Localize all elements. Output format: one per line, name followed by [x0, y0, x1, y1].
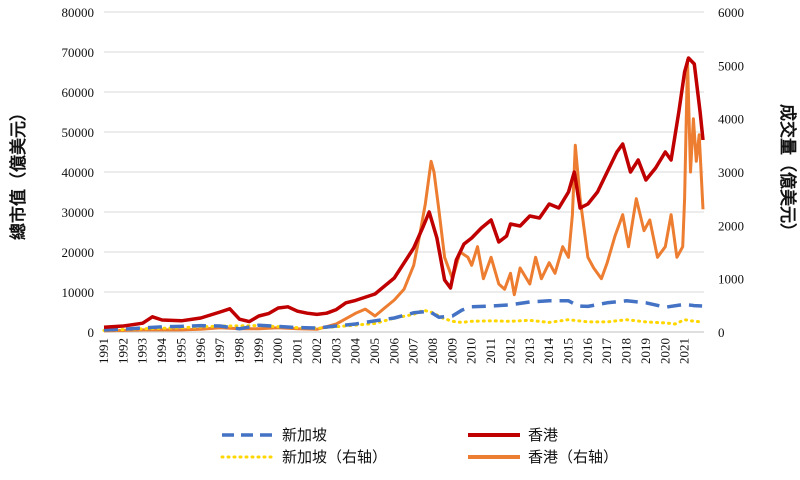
y-tick-label-left: 20000 [62, 245, 95, 260]
y-tick-label-right: 0 [718, 325, 725, 340]
y-tick-label-right: 1000 [718, 272, 744, 287]
y-tick-label-left: 0 [88, 325, 95, 340]
y-tick-label-right: 5000 [718, 58, 744, 73]
y-tick-label-left: 80000 [62, 5, 95, 20]
x-tick-label: 2019 [638, 338, 653, 364]
y-tick-label-right: 3000 [718, 165, 744, 180]
x-tick-label: 2006 [386, 338, 401, 365]
x-tick-label: 2005 [367, 338, 382, 364]
x-tick-label: 2008 [425, 338, 440, 364]
y-tick-label-left: 30000 [62, 205, 95, 220]
x-tick-label: 2014 [541, 338, 556, 365]
x-tick-label: 2000 [270, 338, 285, 364]
x-tick-label: 2013 [522, 338, 537, 364]
y-tick-label-right: 2000 [718, 218, 744, 233]
x-tick-label: 1991 [96, 338, 111, 364]
legend-label-2: 新加坡（右轴） [282, 448, 387, 466]
x-tick-label: 2004 [348, 338, 363, 365]
x-tick-label: 1996 [193, 338, 208, 365]
y-tick-label-left: 40000 [62, 165, 95, 180]
tick-labels: 0100002000030000400005000060000700008000… [62, 5, 745, 364]
y-tick-label-left: 70000 [62, 45, 95, 60]
x-tick-label: 1999 [251, 338, 266, 364]
x-tick-label: 2017 [599, 338, 614, 365]
y-tick-label-left: 60000 [62, 85, 95, 100]
x-tick-label: 1995 [173, 338, 188, 364]
x-tick-label: 1998 [231, 338, 246, 364]
x-tick-label: 2016 [580, 338, 595, 365]
x-tick-label: 2020 [657, 338, 672, 364]
y-tick-label-left: 10000 [62, 285, 95, 300]
x-tick-label: 2003 [328, 338, 343, 364]
x-tick-label: 1997 [212, 338, 227, 365]
series-line-3 [103, 58, 705, 333]
x-tick-label: 2011 [483, 338, 498, 364]
gridlines [104, 11, 704, 293]
x-tick-label: 2001 [290, 338, 305, 364]
x-tick-label: 2021 [677, 338, 692, 364]
series-layer [102, 56, 705, 333]
x-tick-label: 2015 [561, 338, 576, 364]
x-tick-label: 2009 [444, 338, 459, 364]
x-tick-label: 2002 [309, 338, 324, 364]
x-tick-label: 2012 [502, 338, 517, 364]
x-tick-label: 1993 [135, 338, 150, 364]
y-axis-title-right: 成交量（億美元） [777, 104, 798, 240]
series-line-0 [103, 299, 703, 332]
x-tick-label: 2010 [464, 338, 479, 364]
y-axis-title-left: 總市值（億美元） [8, 104, 29, 240]
x-tick-label: 2018 [619, 338, 634, 364]
series-line-2 [102, 308, 705, 332]
legend-label-1: 香港 [528, 426, 558, 444]
y-tick-label-left: 50000 [62, 125, 95, 140]
y-tick-label-right: 6000 [718, 5, 744, 20]
x-tick-label: 1992 [115, 338, 130, 364]
series-line-1 [103, 56, 705, 329]
x-tick-label: 2007 [406, 338, 421, 365]
y-tick-label-right: 4000 [718, 112, 744, 127]
x-tick-label: 1994 [154, 338, 169, 365]
legend-label-3: 香港（右轴） [528, 448, 618, 466]
legend-label-0: 新加坡 [282, 426, 327, 444]
